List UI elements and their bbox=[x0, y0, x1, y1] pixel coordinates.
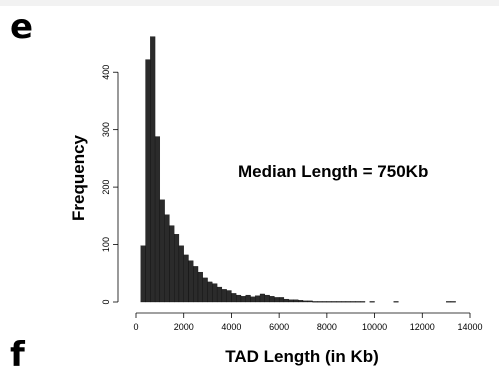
histogram-bar bbox=[240, 296, 246, 303]
histogram-bar bbox=[145, 59, 151, 303]
median-annotation: Median Length = 750Kb bbox=[238, 162, 428, 181]
histogram-bar bbox=[169, 225, 175, 303]
histogram-bar bbox=[188, 260, 194, 303]
y-tick-label: 400 bbox=[101, 65, 111, 80]
histogram-bar bbox=[221, 289, 227, 303]
x-tick-label: 4000 bbox=[221, 322, 241, 332]
histogram-bar bbox=[212, 283, 218, 303]
histogram-bar bbox=[278, 297, 285, 303]
x-tick-label: 10000 bbox=[362, 322, 387, 332]
histogram-bar bbox=[369, 301, 375, 303]
histogram-bar bbox=[331, 301, 337, 303]
histogram-bar bbox=[174, 234, 180, 303]
x-axis: 0 2000 4000 6000 8000 10000 12000 14000 bbox=[133, 312, 483, 332]
histogram-bar bbox=[202, 277, 208, 303]
histogram-bars bbox=[140, 36, 456, 303]
histogram-bar bbox=[226, 290, 232, 303]
histogram-bar bbox=[259, 293, 265, 303]
histogram-bar bbox=[307, 300, 313, 303]
histogram-bar bbox=[274, 297, 280, 303]
histogram-bar bbox=[360, 301, 366, 303]
y-tick-label: 200 bbox=[101, 180, 111, 195]
histogram-bar bbox=[193, 266, 199, 303]
histogram-bar bbox=[154, 136, 161, 303]
x-tick-label: 12000 bbox=[410, 322, 435, 332]
y-axis: 0 100 200 300 400 bbox=[101, 65, 119, 305]
histogram-bar bbox=[288, 299, 294, 303]
histogram-bar bbox=[183, 254, 189, 303]
histogram-bar bbox=[312, 301, 318, 303]
histogram-bar bbox=[345, 301, 351, 303]
histogram-bar bbox=[269, 296, 275, 303]
y-tick-label: 100 bbox=[101, 237, 111, 252]
x-tick-label: 8000 bbox=[317, 322, 337, 332]
histogram-bar bbox=[255, 295, 261, 303]
histogram-bar bbox=[250, 296, 256, 303]
x-axis-title: TAD Length (in Kb) bbox=[225, 347, 379, 366]
histogram-bar bbox=[450, 301, 456, 303]
x-tick-label: 6000 bbox=[269, 322, 289, 332]
histogram-bar bbox=[317, 301, 323, 303]
histogram-bar bbox=[140, 245, 146, 303]
y-axis-title: Frequency bbox=[69, 134, 88, 221]
y-tick-label: 0 bbox=[101, 299, 111, 304]
histogram-bar bbox=[150, 36, 156, 303]
panel-label-f: f bbox=[10, 335, 25, 375]
histogram-bar bbox=[245, 294, 251, 303]
histogram-bar bbox=[393, 301, 399, 303]
histogram-bar bbox=[164, 214, 170, 303]
x-tick-label: 0 bbox=[133, 322, 138, 332]
panel-label-e: e bbox=[10, 7, 34, 47]
histogram-bar bbox=[236, 294, 242, 303]
x-tick-label: 2000 bbox=[174, 322, 194, 332]
histogram-bar bbox=[197, 271, 203, 303]
histogram-bar bbox=[283, 298, 289, 303]
histogram-bar bbox=[302, 300, 308, 303]
histogram-bar bbox=[350, 301, 356, 303]
histogram-bar bbox=[326, 301, 332, 303]
histogram-bar bbox=[341, 301, 347, 303]
histogram-bar bbox=[207, 281, 213, 303]
histogram-bar bbox=[293, 299, 299, 303]
histogram-bar bbox=[216, 286, 223, 303]
histogram-bar bbox=[264, 294, 270, 303]
top-strip bbox=[0, 0, 499, 6]
histogram-bar bbox=[178, 245, 184, 303]
histogram-bar bbox=[355, 301, 361, 303]
histogram-bar bbox=[159, 199, 165, 303]
histogram-bar bbox=[321, 301, 328, 303]
histogram-bar bbox=[298, 300, 304, 303]
histogram-bar bbox=[336, 301, 342, 303]
y-tick-label: 300 bbox=[101, 122, 111, 137]
histogram-bar bbox=[445, 301, 452, 303]
histogram-bar bbox=[231, 293, 237, 303]
x-tick-label: 14000 bbox=[457, 322, 482, 332]
